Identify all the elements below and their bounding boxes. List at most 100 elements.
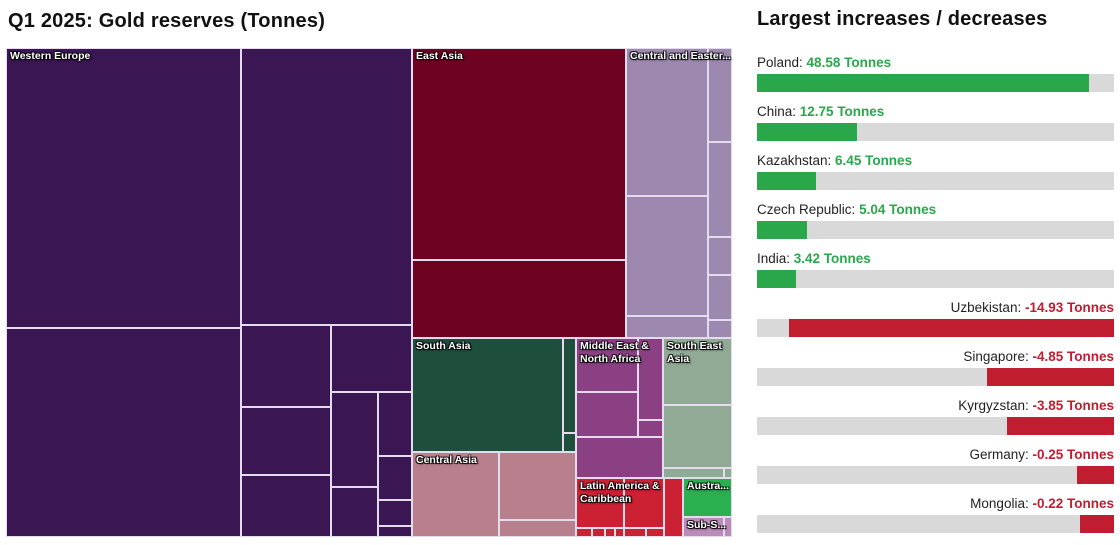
bar-row-label: Uzbekistan: -14.93 Tonnes [757,300,1114,316]
treemap-cell-western-europe[interactable]: Western Europe [6,48,241,328]
treemap-cell-south-east-asia-1[interactable] [663,405,732,468]
treemap-cell-western-europe-8[interactable] [330,487,378,537]
treemap-cell-western-europe-5[interactable] [240,475,331,537]
treemap-cell-western-europe-7[interactable] [330,392,378,487]
treemap-cell-latin-america-caribbean[interactable]: Latin America & Caribbean [576,478,660,528]
bar-country-name: Kyrgyzstan: [958,398,1033,413]
treemap-cell-central-eastern-europe-1[interactable] [626,196,708,316]
treemap-cell-central-eastern-europe-5[interactable] [708,237,732,275]
treemap-cell-latin-america-caribbean-8[interactable] [645,528,664,537]
treemap-cell-south-asia-1[interactable] [563,338,576,433]
treemap-cell-central-eastern-europe-7[interactable] [708,320,732,338]
treemap-region-label: Western Europe [10,50,91,62]
treemap-cell-middle-east-north-africa-4[interactable] [576,437,663,478]
bar-fill [757,221,807,239]
treemap-cell-latin-america-caribbean-5[interactable] [605,528,615,537]
treemap-title: Q1 2025: Gold reserves (Tonnes) [8,10,326,32]
bar-track [757,74,1114,92]
treemap-cell-latin-america-caribbean-3[interactable] [576,528,592,537]
treemap-cell-middle-east-north-africa-3[interactable] [638,420,663,437]
bar-fill [789,319,1114,337]
treemap-region-label: Austra... [687,480,730,492]
treemap-cell-south-east-asia[interactable]: South East Asia [663,338,732,405]
treemap-cell-western-europe-2[interactable] [6,328,241,537]
treemap-cell-sub-saharan-1[interactable] [724,517,732,537]
bar-row-kyrgyzstan: Kyrgyzstan: -3.85 Tonnes [757,398,1114,447]
treemap-cell-central-asia[interactable]: Central Asia [412,452,499,537]
treemap-cell-east-asia-1[interactable] [412,260,626,338]
treemap-cell-south-asia[interactable]: South Asia [412,338,563,452]
treemap-cell-latin-america-caribbean-1[interactable] [624,478,664,528]
treemap-cell-middle-east-north-africa-2[interactable] [638,338,663,420]
treemap-cell-east-asia[interactable]: East Asia [412,48,626,260]
bar-row-label: Czech Republic: 5.04 Tonnes [757,202,1114,218]
bar-track [757,319,1114,337]
bar-change-value: 3.42 Tonnes [793,251,871,266]
treemap-cell-western-europe-9[interactable] [378,392,412,456]
bar-row-mongolia: Mongolia: -0.22 Tonnes [757,496,1114,545]
treemap-cell-latin-america-caribbean-2[interactable] [664,478,683,537]
gold-reserves-treemap: Western Europe East Asia Central and Easte… [6,48,732,537]
treemap-cell-central-eastern-europe-2[interactable] [626,316,708,338]
bar-track [757,417,1114,435]
treemap-cell-western-europe-11[interactable] [378,500,412,526]
bar-track [757,172,1114,190]
bar-row-kazakhstan: Kazakhstan: 6.45 Tonnes [757,153,1114,202]
treemap-cell-south-asia-2[interactable] [563,433,576,452]
bar-fill [1006,417,1114,435]
treemap-cell-western-europe-3[interactable] [240,325,331,407]
treemap-cell-central-eastern-europe[interactable]: Central and Easter... [626,48,731,196]
treemap-region-label: South East Asia [667,340,722,366]
treemap-region-label: South Asia [416,340,471,352]
bar-track [757,466,1114,484]
treemap-cell-latin-america-caribbean-4[interactable] [592,528,605,537]
increase-decrease-bar-list: Poland: 48.58 Tonnes China: 12.75 Tonnes K… [757,55,1114,545]
bar-track [757,221,1114,239]
treemap-cell-middle-east-north-africa[interactable]: Middle East & North Africa [576,338,649,392]
treemap-cell-south-east-asia-2[interactable] [663,468,724,478]
bar-change-value: -4.85 Tonnes [1032,349,1114,364]
treemap-cell-western-europe-10[interactable] [378,456,412,500]
bar-country-name: Kazakhstan: [757,153,836,168]
treemap-cell-central-asia-2[interactable] [499,520,576,537]
treemap-cell-central-eastern-europe-4[interactable] [708,142,732,237]
bar-row-label: Mongolia: -0.22 Tonnes [757,496,1114,512]
bar-row-label: China: 12.75 Tonnes [757,104,1114,120]
bar-change-value: -14.93 Tonnes [1024,300,1114,315]
bar-track [757,368,1114,386]
treemap-cell-middle-east-north-africa-1[interactable] [576,392,638,437]
treemap-cell-central-asia-1[interactable] [499,452,576,520]
bar-fill [757,74,1089,92]
bar-country-name: Singapore: [963,349,1033,364]
bar-country-name: Mongolia: [970,496,1033,511]
treemap-region-label: Sub-S... [687,519,727,531]
bar-row-poland: Poland: 48.58 Tonnes [757,55,1114,104]
treemap-cell-western-europe-4[interactable] [240,407,331,475]
treemap-cell-central-eastern-europe-6[interactable] [708,275,732,320]
treemap-cell-latin-america-caribbean-7[interactable] [624,528,646,537]
bar-fill [757,172,816,190]
treemap-cell-western-europe-1[interactable] [240,48,412,325]
treemap-cell-western-europe-6[interactable] [330,325,412,392]
bar-row-label: Singapore: -4.85 Tonnes [757,349,1114,365]
bar-fill [757,123,857,141]
treemap-cell-sub-saharan[interactable]: Sub-S... [683,517,727,537]
treemap-cell-australia[interactable]: Austra... [683,478,732,517]
bar-row-germany: Germany: -0.25 Tonnes [757,447,1114,496]
treemap-cell-central-eastern-europe-3[interactable] [708,48,732,142]
bar-track [757,270,1114,288]
bar-change-value: 48.58 Tonnes [806,55,892,70]
bar-row-label: India: 3.42 Tonnes [757,251,1114,267]
bar-country-name: Poland: [757,55,807,70]
bar-change-value: 6.45 Tonnes [835,153,913,168]
treemap-region-label: Central Asia [416,454,477,466]
bar-row-singapore: Singapore: -4.85 Tonnes [757,349,1114,398]
bar-country-name: Uzbekistan: [950,300,1025,315]
bar-row-czech-republic: Czech Republic: 5.04 Tonnes [757,202,1114,251]
bar-row-label: Poland: 48.58 Tonnes [757,55,1114,71]
treemap-cell-south-east-asia-3[interactable] [724,468,732,478]
bar-row-india: India: 3.42 Tonnes [757,251,1114,300]
treemap-cell-latin-america-caribbean-6[interactable] [615,528,624,537]
treemap-cell-western-europe-12[interactable] [378,526,412,537]
bar-row-label: Kyrgyzstan: -3.85 Tonnes [757,398,1114,414]
